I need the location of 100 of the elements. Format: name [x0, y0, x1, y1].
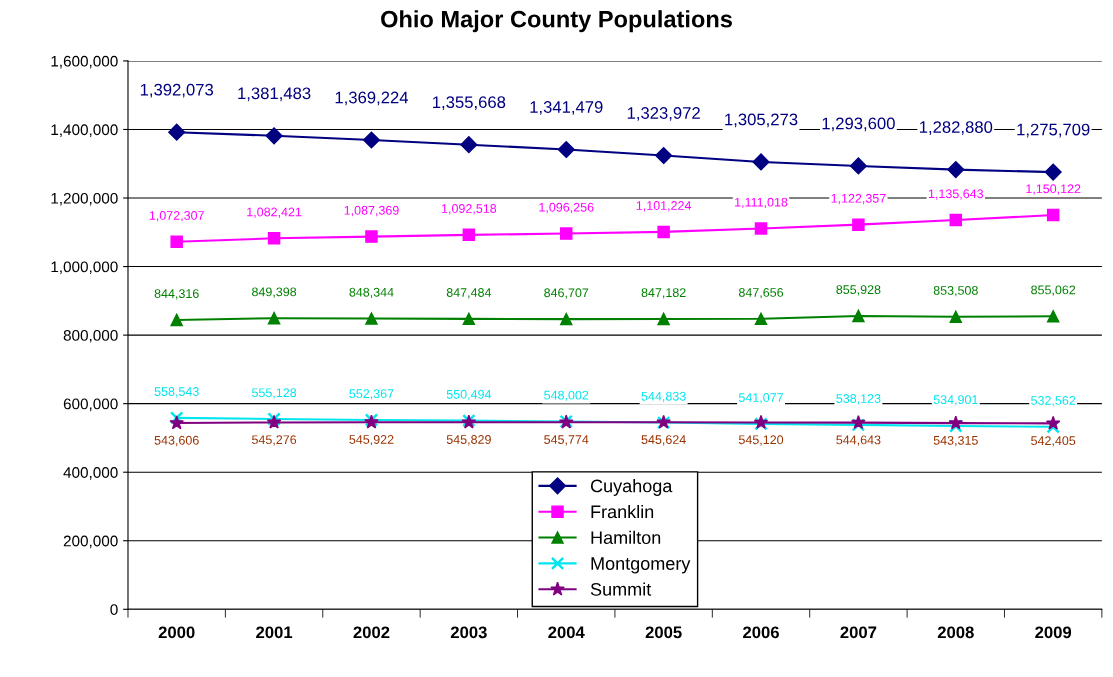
- data-label: 1,101,224: [636, 201, 692, 212]
- point: [849, 157, 867, 175]
- x-tick-label: 2000: [158, 626, 195, 639]
- data-label: 558,543: [154, 387, 199, 398]
- point: [559, 312, 573, 326]
- x-tick-label: 2007: [840, 626, 877, 639]
- data-label: 543,315: [933, 435, 978, 447]
- data-label: 541,077: [738, 393, 783, 404]
- data-label: 543,606: [154, 435, 199, 447]
- data-label: 552,367: [349, 389, 394, 400]
- data-label: 1,323,972: [627, 107, 700, 121]
- data-label: 1,082,421: [247, 207, 302, 218]
- point: [460, 136, 478, 154]
- data-label: 550,494: [446, 389, 492, 401]
- data-label: 548,002: [544, 390, 589, 402]
- data-label: 538,123: [836, 394, 881, 405]
- x-tick-label: 2008: [937, 626, 974, 639]
- point: [949, 310, 963, 324]
- point: [169, 415, 184, 430]
- legend-label: Franklin: [591, 504, 654, 519]
- data-label: 1,122,357: [831, 193, 886, 205]
- x-tick-label: 2002: [353, 626, 390, 639]
- data-label: 849,398: [252, 287, 297, 298]
- y-tick-label: 400,000: [63, 467, 118, 480]
- point: [852, 218, 865, 231]
- point: [1046, 419, 1060, 434]
- data-label: 1,096,256: [539, 202, 594, 214]
- point: [169, 411, 184, 425]
- legend-label: Montgomery: [591, 557, 691, 574]
- data-label: 846,707: [544, 288, 589, 299]
- data-label: 855,928: [836, 285, 881, 296]
- data-label: 534,901: [933, 395, 978, 406]
- data-label: 1,341,479: [530, 101, 603, 115]
- data-label: 1,072,307: [149, 211, 204, 222]
- point: [851, 414, 866, 429]
- chart-title: Ohio Major County Populations: [381, 10, 732, 33]
- data-label: 847,484: [446, 288, 492, 299]
- data-label: 555,128: [251, 388, 297, 399]
- point: [170, 235, 183, 249]
- point: [947, 161, 965, 179]
- x-tick-label: 2001: [256, 626, 293, 639]
- data-label: 848,344: [349, 287, 394, 299]
- point: [1044, 163, 1062, 181]
- data-label: 1,087,369: [344, 205, 399, 217]
- data-label: 545,120: [738, 435, 784, 446]
- data-label: 1,150,122: [1026, 184, 1081, 195]
- data-label: 1,275,709: [1017, 123, 1090, 138]
- x-tick-label: 2006: [743, 626, 779, 639]
- point: [655, 146, 673, 165]
- x-tick-label: 2004: [548, 626, 585, 639]
- point: [168, 123, 186, 141]
- point: [657, 225, 670, 239]
- data-label: 855,062: [1031, 285, 1076, 296]
- data-label: 1,111,018: [735, 197, 788, 209]
- data-label: 532,562: [1031, 396, 1076, 407]
- data-label: 1,305,273: [725, 113, 798, 128]
- y-tick-label: 800,000: [63, 329, 118, 343]
- data-label: 844,316: [154, 289, 199, 300]
- y-tick-label: 1,200,000: [51, 192, 118, 206]
- point: [462, 312, 476, 326]
- data-label: 545,276: [251, 435, 297, 446]
- legend-label: Summit: [590, 582, 652, 596]
- data-label: 1,381,483: [238, 87, 311, 102]
- data-label: 1,392,073: [140, 83, 214, 98]
- data-label: 847,656: [738, 288, 784, 299]
- data-label: 544,833: [641, 391, 686, 403]
- y-tick-label: 1,400,000: [51, 124, 118, 137]
- point: [852, 309, 865, 323]
- point: [170, 313, 183, 327]
- point: [265, 127, 283, 145]
- data-label: 1,135,643: [928, 189, 984, 200]
- y-tick-label: 1,000,000: [51, 261, 118, 275]
- x-tick-label: 2005: [645, 626, 682, 639]
- point: [657, 312, 670, 326]
- point: [557, 140, 575, 159]
- point: [949, 213, 963, 227]
- point: [1046, 208, 1060, 222]
- data-label: 1,282,880: [919, 121, 993, 135]
- point: [1045, 415, 1061, 430]
- data-label: 542,405: [1031, 436, 1076, 447]
- y-tick-label: 1,600,000: [51, 55, 118, 69]
- data-label: 1,092,518: [442, 204, 497, 215]
- y-tick-label: 600,000: [63, 398, 118, 412]
- x-tick-label: 2009: [1035, 626, 1072, 639]
- point: [365, 312, 378, 325]
- data-label: 545,922: [349, 435, 394, 446]
- point: [267, 232, 281, 245]
- data-label: 853,508: [933, 286, 978, 297]
- point: [362, 131, 381, 149]
- data-label: 1,369,224: [335, 91, 409, 106]
- data-label: 1,293,600: [822, 117, 895, 132]
- point: [1046, 309, 1060, 323]
- point: [948, 415, 964, 430]
- point: [462, 228, 476, 242]
- data-label: 545,829: [446, 435, 491, 446]
- x-tick-label: 2003: [450, 626, 487, 639]
- y-tick-label: 0: [110, 604, 118, 615]
- data-label: 545,774: [544, 435, 589, 446]
- point: [754, 312, 768, 326]
- point: [559, 227, 573, 240]
